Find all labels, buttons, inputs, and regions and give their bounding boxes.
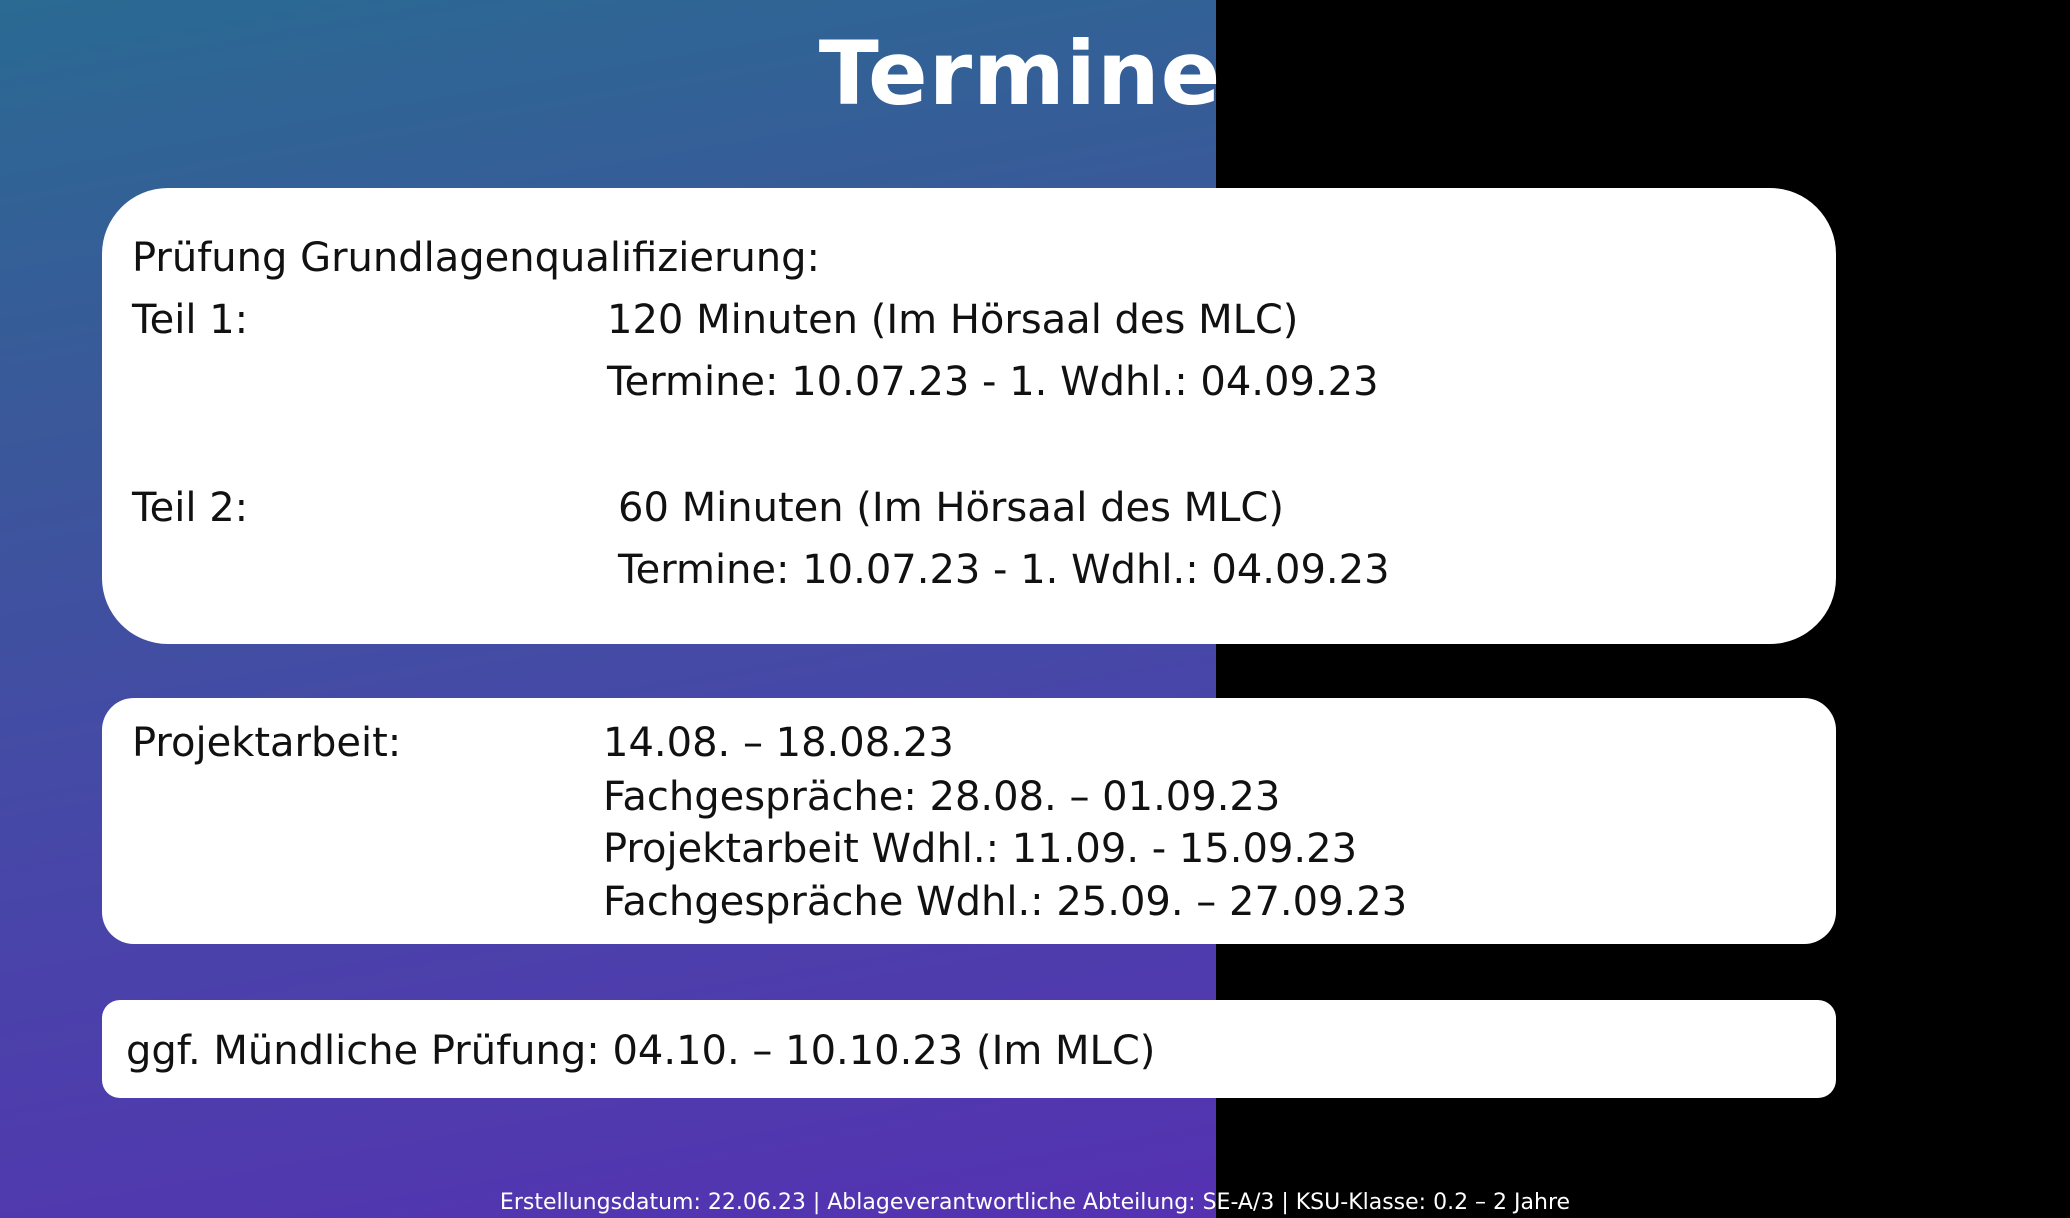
project-dates: 14.08. – 18.08.23 <box>603 720 954 766</box>
fachgespraeche-dates: Fachgespräche: 28.08. – 01.09.23 <box>603 774 1281 820</box>
teil1-label: Teil 1: <box>132 297 249 343</box>
exam-heading: Prüfung Grundlagenqualifizierung: <box>132 235 821 281</box>
teil2-dates: Termine: 10.07.23 - 1. Wdhl.: 04.09.23 <box>618 547 1390 593</box>
project-card: Projektarbeit: 14.08. – 18.08.23 Fachges… <box>102 698 1836 944</box>
teil1-duration: 120 Minuten (Im Hörsaal des MLC) <box>607 297 1299 343</box>
teil1-dates: Termine: 10.07.23 - 1. Wdhl.: 04.09.23 <box>607 359 1379 405</box>
oral-exam-card: ggf. Mündliche Prüfung: 04.10. – 10.10.2… <box>102 1000 1836 1098</box>
fachgespraeche-repeat-dates: Fachgespräche Wdhl.: 25.09. – 27.09.23 <box>603 879 1408 925</box>
project-label: Projektarbeit: <box>132 720 402 766</box>
project-repeat-dates: Projektarbeit Wdhl.: 11.09. - 15.09.23 <box>603 826 1358 872</box>
oral-exam-text: ggf. Mündliche Prüfung: 04.10. – 10.10.2… <box>126 1028 1156 1074</box>
slide-footer: Erstellungsdatum: 22.06.23 | Ablageveran… <box>499 1190 1571 1215</box>
teil2-duration: 60 Minuten (Im Hörsaal des MLC) <box>618 485 1284 531</box>
exam-card: Prüfung Grundlagenqualifizierung: Teil 1… <box>102 188 1836 644</box>
teil2-label: Teil 2: <box>132 485 249 531</box>
slide-title: Termine <box>818 22 1222 125</box>
